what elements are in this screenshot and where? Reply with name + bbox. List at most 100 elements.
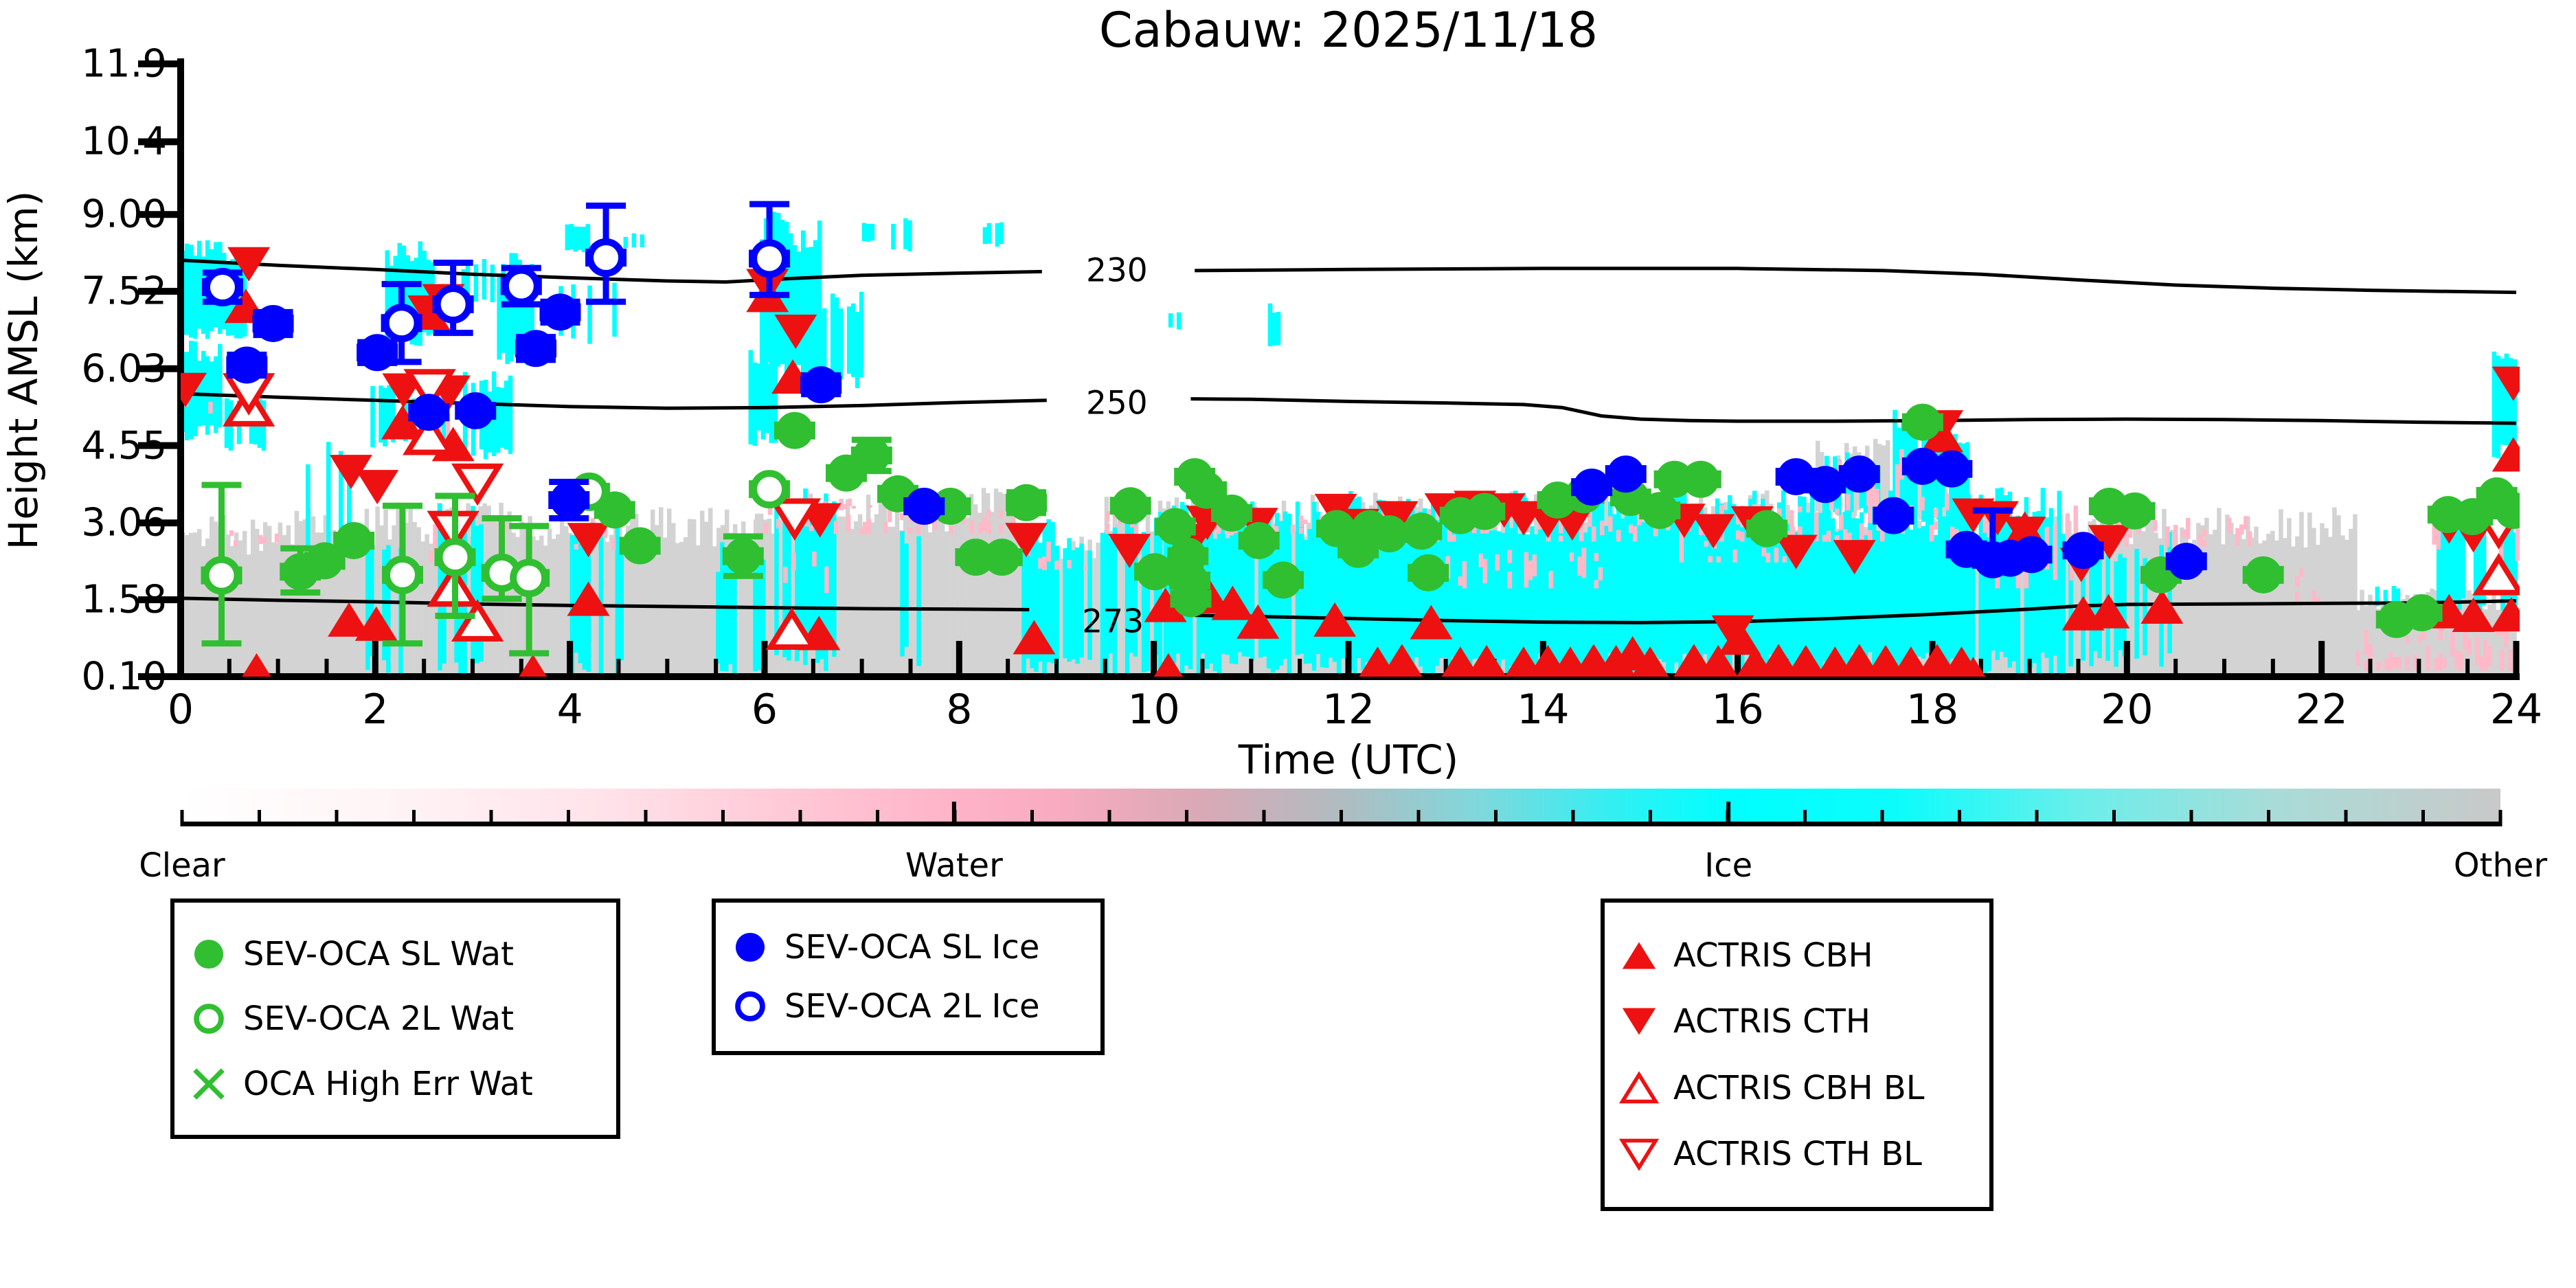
bg-region-ice — [1168, 312, 1182, 330]
colorbar-tick-minor — [2498, 810, 2502, 826]
x-tick-label: 22 — [2295, 686, 2348, 734]
triangle-down-filled-icon — [1622, 1008, 1656, 1035]
colorbar — [180, 789, 2502, 826]
y-tick-label: 1.58 — [81, 577, 167, 622]
marker-circle-filled — [1188, 471, 1225, 509]
marker-circle-filled — [1466, 493, 1504, 530]
y-tick — [138, 288, 181, 295]
marker-triangle — [242, 653, 271, 677]
marker-triangle — [1833, 540, 1876, 575]
x-tick-label: 8 — [946, 686, 973, 734]
marker-triangle — [2003, 517, 2046, 552]
marker-circle-filled — [1111, 487, 1149, 525]
series-actris-cbh — [224, 278, 2520, 677]
colorbar-tick-minor — [1494, 810, 1498, 826]
marker-circle-filled — [2013, 536, 2050, 574]
legend-item-actris-cth: ACTRIS CTH — [1618, 1001, 1976, 1042]
marker-circle-filled — [1403, 512, 1440, 550]
legend-item-label: ACTRIS CTH BL — [1673, 1135, 1922, 1174]
marker-circle-filled — [1607, 455, 1645, 493]
x-tick-minor — [1978, 659, 1983, 677]
y-tick — [138, 60, 181, 67]
bg-region-ice — [1267, 303, 1281, 347]
marker-triangle — [2452, 598, 2495, 633]
legend-item-actris-cth-bl: ACTRIS CTH BL — [1618, 1133, 1976, 1175]
legend-ice-products: SEV-OCA SL Ice SEV-OCA 2L Ice — [712, 899, 1105, 1055]
marker-triangle — [1866, 644, 1906, 677]
marker-triangle — [2087, 594, 2130, 629]
colorbar-tick-minor — [1958, 810, 1961, 826]
x-tick-minor — [275, 659, 280, 677]
marker-circle-filled — [2244, 556, 2282, 594]
marker-circle-filled — [1903, 447, 1941, 485]
bg-region-ice — [2436, 521, 2487, 612]
x-tick-minor — [2417, 659, 2421, 677]
marker-circle-filled — [1156, 508, 1194, 545]
circle-filled-icon — [735, 933, 765, 962]
bg-region-water — [1445, 547, 1603, 589]
colorbar-tick-minor — [412, 810, 416, 826]
marker-circle-filled — [517, 330, 555, 368]
marker-circle-filled — [1840, 455, 1878, 493]
colorbar-tick-minor — [721, 810, 725, 826]
marker-triangle — [2492, 437, 2520, 472]
x-tick-minor — [811, 659, 815, 677]
y-tick — [138, 211, 181, 218]
bg-region-ice — [900, 531, 921, 666]
marker-circle-filled — [410, 394, 448, 431]
marker-circle-open — [383, 555, 422, 594]
marker-circle-filled — [228, 346, 266, 384]
y-axis-label: Height AMSL (km) — [0, 190, 47, 550]
marker-circle-filled — [2064, 532, 2102, 569]
contour-label-250: 250 — [1085, 384, 1148, 422]
circle-filled-icon — [194, 939, 224, 969]
colorbar-tick-minor — [1803, 810, 1807, 826]
y-tick-label: 7.52 — [81, 269, 167, 314]
x-tick-minor — [714, 659, 719, 677]
marker-triangle — [1467, 644, 1506, 677]
marker-circle-filled — [2116, 492, 2154, 530]
legend-actris-products: ACTRIS CBH ACTRIS CTH ACTRIS CBH BL ACTRIS … — [1601, 899, 1993, 1211]
x-tick-minor — [1103, 659, 1107, 677]
marker-triangle — [2492, 366, 2520, 401]
contour-230 — [1195, 267, 2517, 295]
x-tick-major — [1345, 641, 1352, 677]
colorbar-label-clear: Clear — [139, 846, 225, 885]
x-tick-major — [761, 641, 768, 677]
marker-triangle — [1211, 585, 1254, 620]
x-tick-label: 20 — [2101, 686, 2154, 734]
series-sev-oca-2l-wat — [201, 470, 791, 657]
legend-item-sev-oca-sl-wat: SEV-OCA SL Wat — [188, 934, 602, 975]
x-tick-minor — [1249, 659, 1254, 677]
bg-region-ice — [2492, 351, 2518, 459]
marker-triangle — [1698, 644, 1738, 677]
legend-item-label: SEV-OCA SL Ice — [784, 928, 1040, 967]
legend-item-actris-cbh: ACTRIS CBH — [1618, 935, 1976, 976]
colorbar-label-water: Water — [905, 846, 1003, 885]
marker-circle-filled — [2494, 492, 2520, 530]
marker-circle-filled — [2167, 543, 2205, 580]
x-icon — [193, 1067, 225, 1100]
series-sev-oca-sl-ice — [226, 293, 2207, 580]
marker-triangle — [451, 463, 504, 506]
marker-triangle — [403, 369, 456, 411]
colorbar-tick-minor — [644, 810, 648, 826]
legend-item-sev-oca-sl-ice: SEV-OCA SL Ice — [730, 927, 1087, 968]
x-tick-major — [372, 641, 379, 677]
marker-triangle — [1631, 646, 1669, 677]
colorbar-tick-minor — [2112, 810, 2116, 826]
bg-region-ice — [306, 442, 352, 549]
x-tick-minor — [1054, 659, 1059, 677]
x-tick-major — [1735, 641, 1741, 677]
marker-triangle — [567, 581, 610, 616]
colorbar-tick-minor — [2344, 810, 2348, 826]
x-tick-minor — [2270, 659, 2275, 677]
x-tick-minor — [2368, 659, 2373, 677]
y-tick — [138, 442, 181, 449]
y-tick — [138, 519, 181, 527]
bg-region-ice — [748, 350, 778, 447]
marker-circle-filled — [1903, 403, 1941, 441]
colorbar-label-ice: Ice — [1704, 846, 1753, 885]
x-tick-minor — [1200, 659, 1205, 677]
marker-circle-open — [750, 470, 789, 509]
